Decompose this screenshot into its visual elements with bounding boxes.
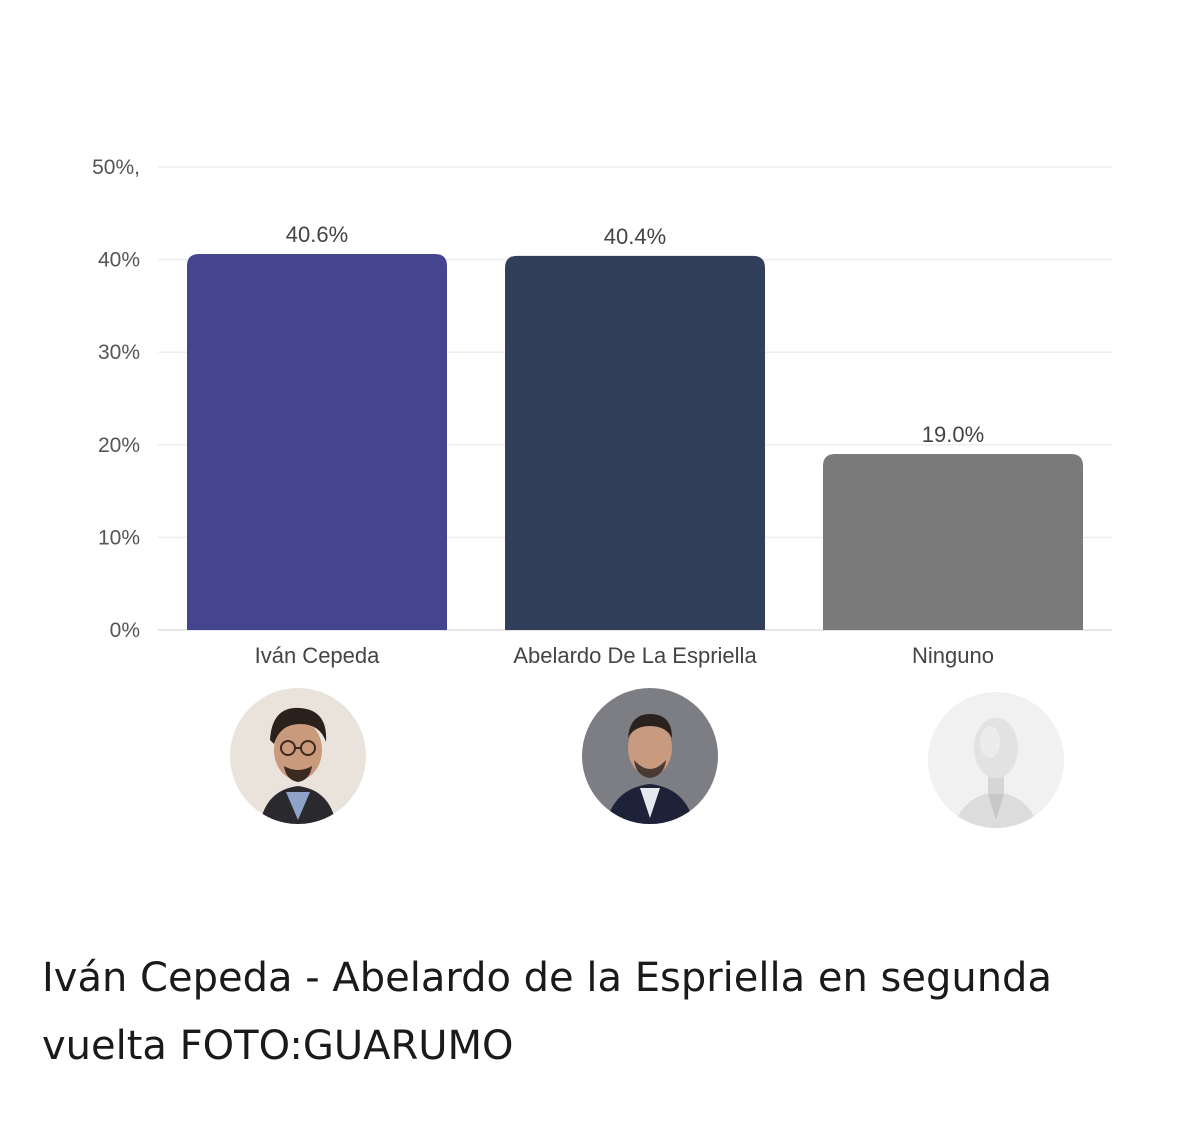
y-tick-label: 20% <box>98 434 140 457</box>
bar-value-label: 40.6% <box>286 222 348 247</box>
bar <box>505 255 765 630</box>
cepeda-photo-icon <box>230 688 366 824</box>
bar <box>187 254 447 630</box>
y-tick-label: 50%, <box>92 156 140 179</box>
image-caption: Iván Cepeda - Abelardo de la Espriella e… <box>42 955 1052 1069</box>
avatar-ivan-cepeda <box>230 688 366 824</box>
y-tick-label: 40% <box>98 249 140 272</box>
category-label: Iván Cepeda <box>255 643 381 668</box>
category-labels: Iván Cepeda Abelardo De La Espriella Ningu… <box>255 643 994 668</box>
value-labels: 40.6% 40.4% 19.0% <box>286 222 984 447</box>
faceless-mannequin-icon <box>928 692 1064 828</box>
bar-value-label: 40.4% <box>604 224 666 249</box>
bar-value-label: 19.0% <box>922 422 984 447</box>
category-label: Abelardo De La Espriella <box>513 643 757 668</box>
bars <box>187 254 1083 630</box>
bar <box>823 454 1083 630</box>
avatar-ninguno <box>928 692 1064 828</box>
espriella-photo-icon <box>582 688 718 824</box>
y-axis-ticks: 0% 10% 20% 30% 40% 50%, <box>92 156 140 642</box>
y-tick-label: 30% <box>98 341 140 364</box>
bar-chart: 0% 10% 20% 30% 40% 50%, 40.6% 40.4% 19.0% Iván … <box>92 156 1112 668</box>
category-label: Ninguno <box>912 643 994 668</box>
y-tick-label: 0% <box>110 619 140 642</box>
avatar-abelardo-de-la-espriella <box>582 688 718 824</box>
y-tick-label: 10% <box>98 526 140 549</box>
